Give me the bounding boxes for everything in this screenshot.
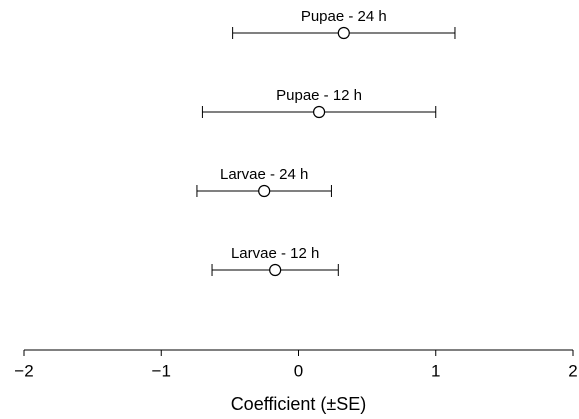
point-label: Pupae - 24 h xyxy=(301,8,387,25)
point-label: Larvae - 12 h xyxy=(231,245,319,262)
point-label: Pupae - 12 h xyxy=(276,87,362,104)
x-tick-label: −1 xyxy=(152,361,171,380)
x-tick-label: 2 xyxy=(568,361,577,380)
x-axis-title: Coefficient (±SE) xyxy=(231,394,367,414)
point-label: Larvae - 24 h xyxy=(220,166,308,183)
point xyxy=(312,105,326,119)
x-tick-label: 0 xyxy=(294,361,303,380)
point xyxy=(269,263,282,277)
x-tick-label: 1 xyxy=(431,361,440,380)
x-tick-label: −2 xyxy=(14,361,33,380)
point xyxy=(337,26,350,40)
point xyxy=(258,184,271,198)
